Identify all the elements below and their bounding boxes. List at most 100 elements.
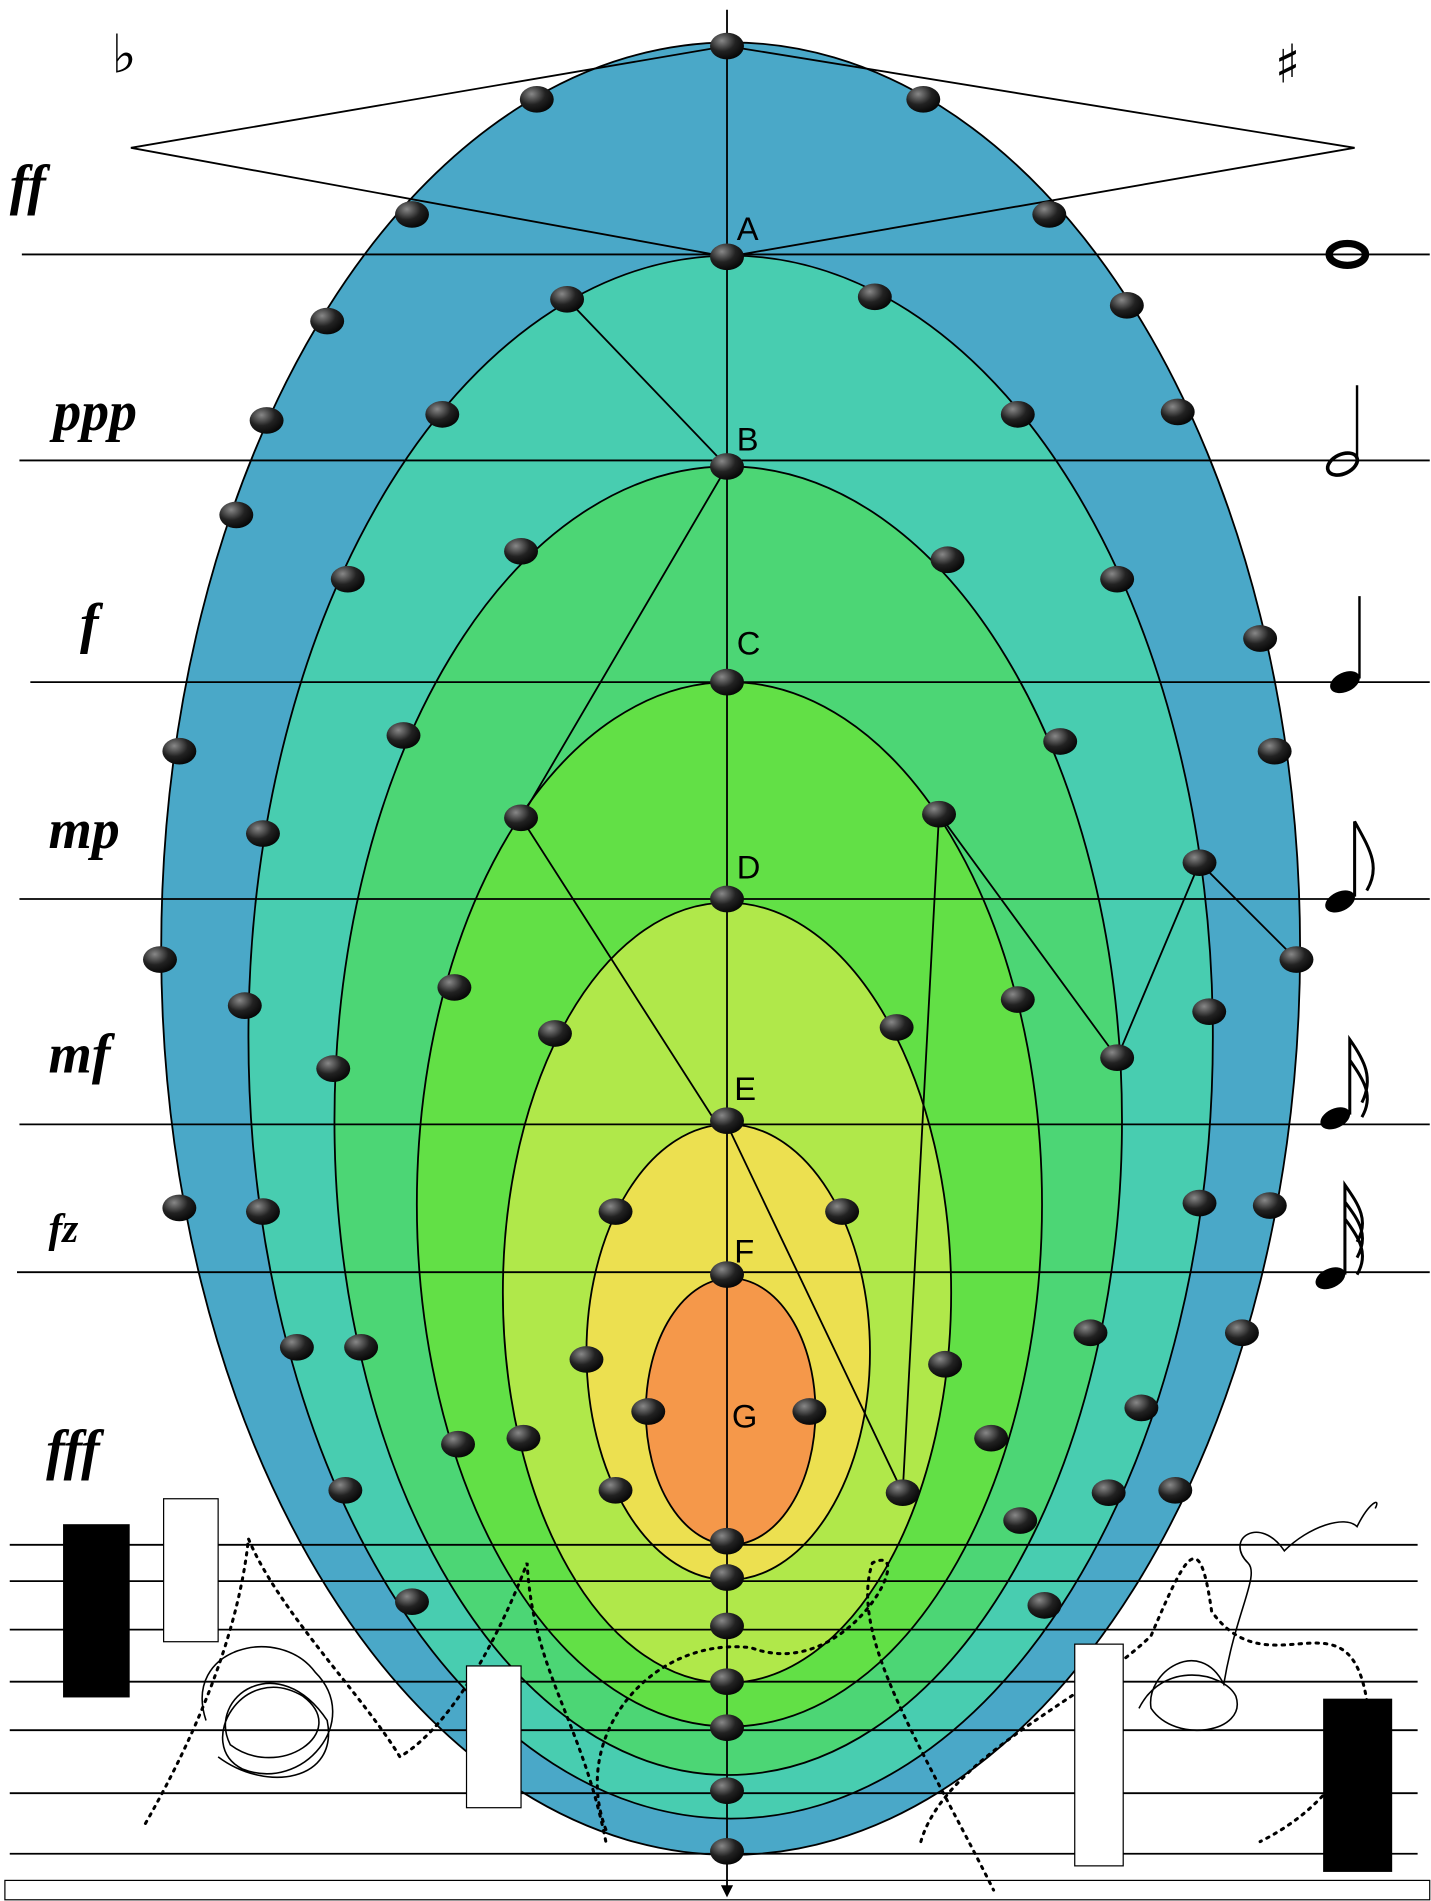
eighth-note [1322, 886, 1359, 917]
dot [425, 401, 459, 428]
point-label: D [737, 848, 761, 885]
dot [931, 546, 965, 573]
dot [520, 86, 554, 113]
dot [792, 1398, 826, 1425]
point-label: G [732, 1397, 757, 1434]
stem [1350, 1040, 1368, 1118]
dot [631, 1398, 665, 1425]
dot [906, 86, 940, 113]
dynamic: fff [46, 1419, 105, 1481]
dot [504, 805, 538, 832]
block [63, 1524, 130, 1697]
dot [1032, 201, 1066, 228]
dot [1225, 1319, 1259, 1346]
dot [570, 1346, 604, 1373]
point-label: E [734, 1070, 756, 1107]
dot [1183, 849, 1217, 876]
dot [162, 1195, 196, 1222]
dot [395, 1588, 429, 1615]
dot [1001, 986, 1035, 1013]
tangle [202, 1647, 332, 1777]
point-label: A [737, 210, 759, 247]
flat: ♭ [112, 24, 137, 86]
dot [246, 1198, 280, 1225]
dot [1161, 399, 1195, 426]
dot [228, 992, 262, 1019]
point-label: C [737, 624, 761, 661]
dot [710, 1838, 744, 1865]
dot [328, 1477, 362, 1504]
dot [387, 722, 421, 749]
dynamic: mp [49, 799, 120, 861]
dot [437, 974, 471, 1001]
dot [710, 1107, 744, 1134]
dot [922, 801, 956, 828]
sixteenth-note [1317, 1103, 1354, 1134]
dot [1253, 1192, 1287, 1219]
arrowhead [721, 1885, 733, 1897]
stem [1355, 821, 1374, 896]
dot [1243, 625, 1277, 652]
dot [1003, 1507, 1037, 1534]
graphic-score: ♭ ♯ ff ppp f mp mf fz fff A B C D E F G [0, 0, 1431, 1901]
tangle [1139, 1502, 1377, 1730]
dot [710, 1528, 744, 1555]
notes [1312, 244, 1373, 1294]
dot [1043, 728, 1077, 755]
dot [1100, 1044, 1134, 1071]
dot [928, 1351, 962, 1378]
dot [506, 1425, 540, 1452]
dot [504, 538, 538, 565]
dynamic: mf [49, 1023, 116, 1085]
dot [1001, 401, 1035, 428]
stem [1345, 1185, 1363, 1275]
dot [1027, 1592, 1061, 1619]
dot [710, 1613, 744, 1640]
dot [599, 1198, 633, 1225]
dot [162, 738, 196, 765]
dot [710, 1777, 744, 1804]
dot [246, 820, 280, 847]
dot [1279, 946, 1313, 973]
dynamic: fz [49, 1205, 79, 1251]
half-note [1324, 449, 1361, 480]
quarter-note [1327, 667, 1364, 698]
block [164, 1499, 219, 1642]
dynamic: f [80, 593, 104, 655]
dot [1158, 1477, 1192, 1504]
dot [599, 1477, 633, 1504]
dot [219, 502, 253, 529]
dot [550, 286, 584, 313]
dot [858, 284, 892, 311]
dot [310, 308, 344, 335]
dot [1110, 292, 1144, 319]
dot [143, 946, 177, 973]
block [1323, 1699, 1392, 1872]
block [467, 1666, 522, 1808]
thirtysecond-note [1312, 1263, 1349, 1294]
dot [886, 1479, 920, 1506]
dot [1124, 1395, 1158, 1422]
dot [710, 33, 744, 60]
dynamic: ff [10, 155, 52, 217]
dot [1100, 566, 1134, 593]
dot [710, 1714, 744, 1741]
dot [395, 201, 429, 228]
dot [710, 669, 744, 696]
dot [710, 244, 744, 271]
dot [710, 1564, 744, 1591]
dot [1074, 1319, 1108, 1346]
dot [710, 1668, 744, 1695]
dot [974, 1425, 1008, 1452]
sharp: ♯ [1275, 33, 1301, 95]
dynamic: ppp [49, 381, 137, 443]
dot [1258, 738, 1292, 765]
dot [1192, 998, 1226, 1025]
dot [538, 1020, 572, 1047]
frame [5, 1880, 1430, 1899]
dot [280, 1334, 314, 1361]
dot [250, 407, 284, 434]
point-label: F [734, 1232, 754, 1269]
dot [331, 566, 365, 593]
dot [710, 886, 744, 913]
